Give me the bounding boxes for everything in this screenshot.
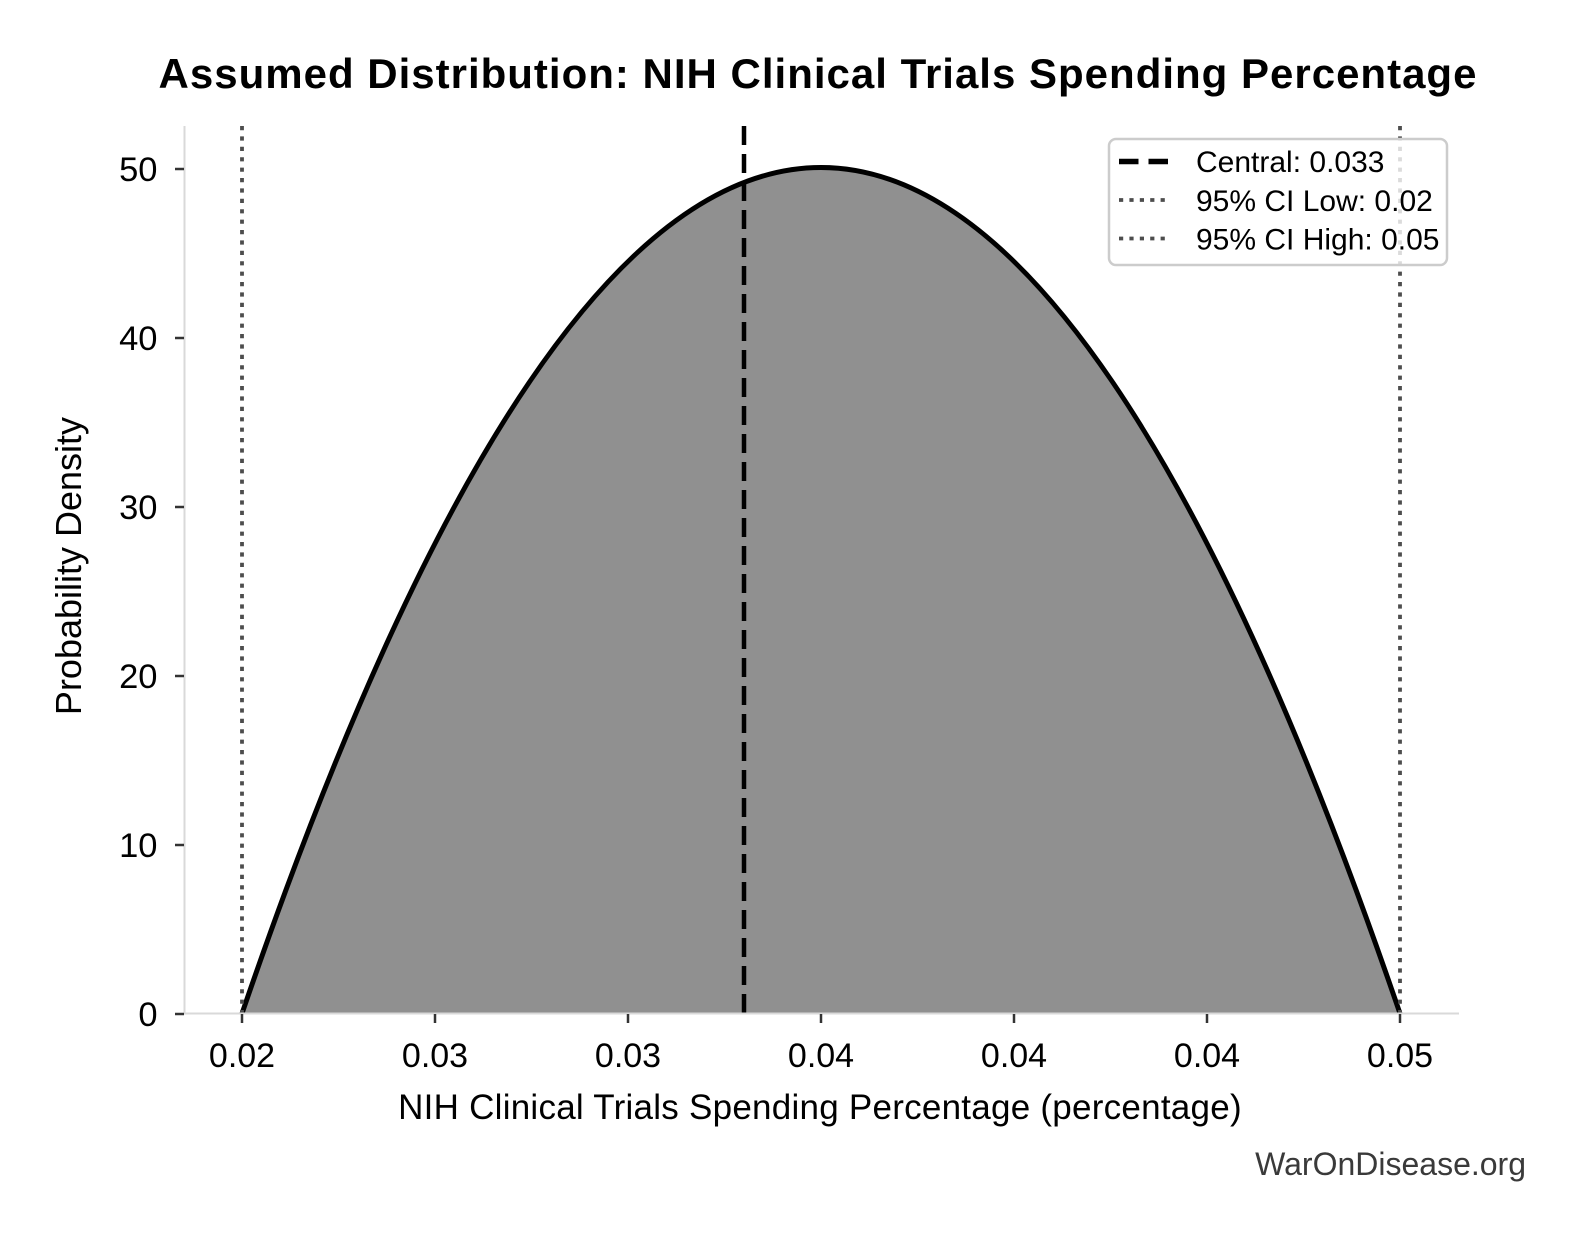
svg-text:0.02: 0.02 [209, 1037, 275, 1075]
svg-text:95% CI High: 0.05: 95% CI High: 0.05 [1196, 224, 1439, 257]
svg-text:NIH Clinical Trials Spending P: NIH Clinical Trials Spending Percentage … [398, 1088, 1242, 1127]
svg-text:10: 10 [119, 827, 157, 865]
svg-text:Assumed Distribution: NIH Clin: Assumed Distribution: NIH Clinical Trial… [159, 50, 1478, 97]
svg-text:Probability Density: Probability Density [48, 417, 89, 715]
svg-text:30: 30 [119, 489, 157, 527]
svg-text:0.05: 0.05 [1367, 1037, 1433, 1075]
svg-text:Central: 0.033: Central: 0.033 [1196, 146, 1384, 179]
svg-text:0.04: 0.04 [1174, 1037, 1240, 1075]
svg-text:20: 20 [119, 658, 157, 696]
svg-text:50: 50 [119, 151, 157, 189]
svg-text:WarOnDisease.org: WarOnDisease.org [1255, 1146, 1526, 1182]
svg-text:0.04: 0.04 [788, 1037, 854, 1075]
svg-text:0.04: 0.04 [981, 1037, 1047, 1075]
svg-text:0: 0 [138, 996, 157, 1034]
svg-text:0.03: 0.03 [402, 1037, 468, 1075]
svg-text:95% CI Low: 0.02: 95% CI Low: 0.02 [1196, 185, 1433, 218]
svg-text:40: 40 [119, 320, 157, 358]
svg-text:0.03: 0.03 [595, 1037, 661, 1075]
